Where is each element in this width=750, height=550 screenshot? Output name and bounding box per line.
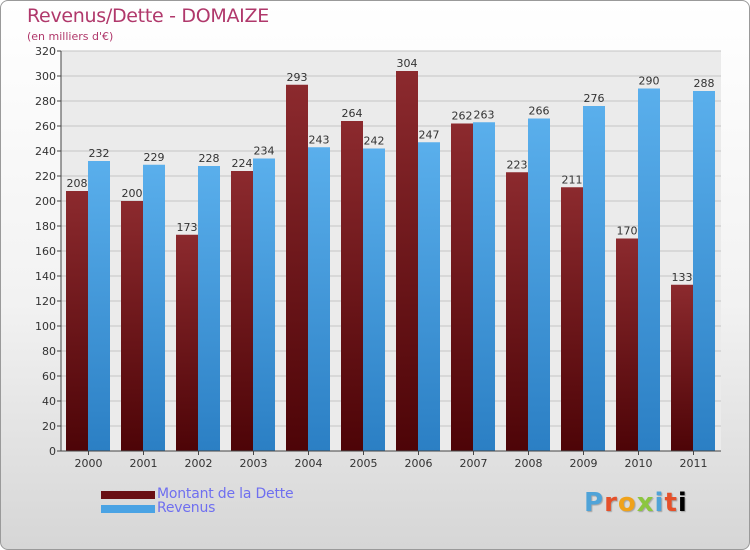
data-label: 263 <box>474 108 495 121</box>
y-tick-label: 280 <box>35 95 56 108</box>
data-label: 200 <box>122 187 143 200</box>
logo-letter: r <box>604 488 618 518</box>
bar-debt <box>561 187 583 451</box>
bar-debt <box>671 284 693 451</box>
y-tick-label: 320 <box>35 45 56 58</box>
bar-revenue <box>473 122 495 451</box>
data-label: 243 <box>309 133 330 146</box>
bar-debt <box>451 123 473 451</box>
legend-label-debt: Montant de la Dette <box>157 486 294 502</box>
bar-revenue <box>88 161 110 451</box>
y-tick-label: 120 <box>35 295 56 308</box>
data-label: 290 <box>639 75 660 88</box>
bar-revenue <box>308 147 330 451</box>
x-tick-label: 2004 <box>295 457 323 470</box>
data-label: 293 <box>287 71 308 84</box>
data-label: 234 <box>254 145 275 158</box>
x-tick-label: 2002 <box>185 457 213 470</box>
bar-debt <box>121 201 143 451</box>
data-label: 264 <box>342 107 363 120</box>
logo-letter: t <box>664 488 678 518</box>
y-tick-label: 80 <box>42 345 56 358</box>
chart-title: Revenus/Dette - DOMAIZE <box>27 5 269 27</box>
data-label: 242 <box>364 135 385 148</box>
bar-revenue <box>528 118 550 451</box>
bar-revenue <box>143 164 165 451</box>
y-tick-label: 20 <box>42 420 56 433</box>
proxiti-logo: Proxiti <box>584 488 688 518</box>
data-label: 229 <box>144 151 165 164</box>
bar-debt <box>341 121 363 451</box>
x-tick-label: 2003 <box>240 457 268 470</box>
legend-label-revenue: Revenus <box>157 500 216 516</box>
data-label: 247 <box>419 128 440 141</box>
data-label: 223 <box>507 158 528 171</box>
bar-revenue <box>363 148 385 451</box>
bar-revenue <box>198 166 220 451</box>
data-label: 266 <box>529 105 550 118</box>
data-label: 224 <box>232 157 253 170</box>
y-tick-label: 220 <box>35 170 56 183</box>
bar-revenue <box>638 88 660 451</box>
data-label: 208 <box>67 177 88 190</box>
y-tick-label: 200 <box>35 195 56 208</box>
data-label: 133 <box>672 271 693 284</box>
bar-debt <box>66 191 88 451</box>
chart-subtitle: (en milliers d'€) <box>27 30 114 43</box>
y-tick-label: 240 <box>35 145 56 158</box>
logo-letter: i <box>654 488 665 518</box>
x-tick-label: 2010 <box>625 457 653 470</box>
x-tick-label: 2005 <box>350 457 378 470</box>
bar-debt <box>506 172 528 451</box>
y-tick-label: 140 <box>35 270 56 283</box>
y-tick-label: 180 <box>35 220 56 233</box>
bar-revenue <box>253 158 275 451</box>
data-label: 232 <box>89 147 110 160</box>
y-tick-label: 40 <box>42 395 56 408</box>
data-label: 262 <box>452 110 473 123</box>
bar-debt <box>396 71 418 451</box>
data-label: 304 <box>397 57 418 70</box>
x-tick-label: 2007 <box>460 457 488 470</box>
data-label: 211 <box>562 173 583 186</box>
data-label: 173 <box>177 221 198 234</box>
logo-letter: i <box>677 488 688 518</box>
x-tick-label: 2000 <box>75 457 103 470</box>
logo-letter: o <box>617 488 637 518</box>
data-label: 288 <box>694 77 715 90</box>
legend-swatch-debt <box>101 491 155 499</box>
logo-letter: x <box>636 488 655 518</box>
y-tick-label: 100 <box>35 320 56 333</box>
bar-debt <box>176 234 198 451</box>
data-label: 276 <box>584 92 605 105</box>
data-label: 170 <box>617 225 638 238</box>
x-tick-label: 2011 <box>680 457 708 470</box>
x-tick-label: 2006 <box>405 457 433 470</box>
y-tick-label: 60 <box>42 370 56 383</box>
x-tick-label: 2008 <box>515 457 543 470</box>
data-label: 228 <box>199 152 220 165</box>
legend-swatch-revenue <box>101 505 155 513</box>
bar-debt <box>616 238 638 451</box>
y-tick-label: 160 <box>35 245 56 258</box>
y-tick-label: 0 <box>49 445 56 458</box>
bar-revenue <box>418 142 440 451</box>
bar-debt <box>231 171 253 451</box>
x-tick-label: 2009 <box>570 457 598 470</box>
y-tick-label: 260 <box>35 120 56 133</box>
bar-debt <box>286 84 308 451</box>
logo-letter: P <box>584 488 605 518</box>
bar-revenue <box>693 91 715 451</box>
bar-revenue <box>583 106 605 451</box>
y-tick-label: 300 <box>35 70 56 83</box>
x-tick-label: 2001 <box>130 457 158 470</box>
